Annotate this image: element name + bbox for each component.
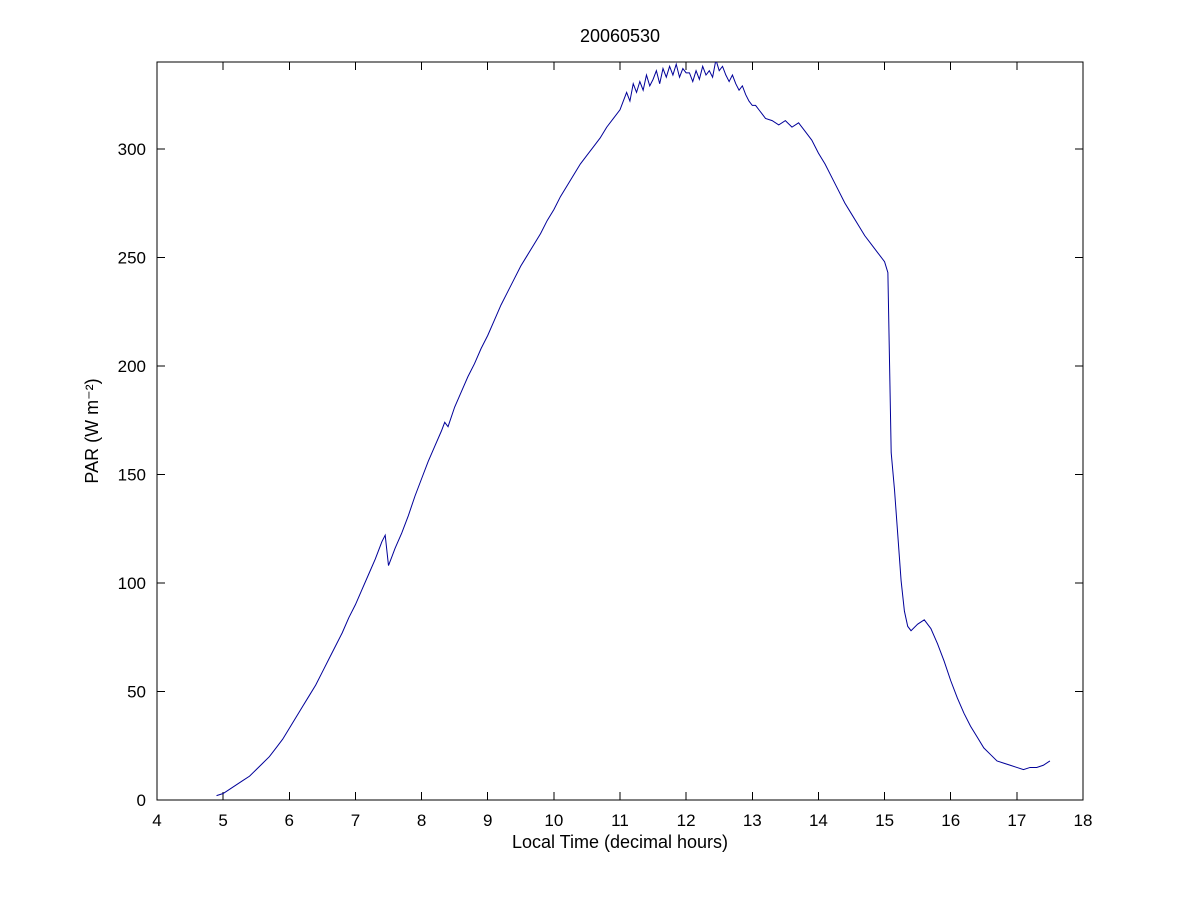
- y-axis-label: PAR (W m⁻²): [82, 378, 102, 484]
- x-tick-label: 17: [1007, 811, 1026, 830]
- x-tick-label: 5: [218, 811, 227, 830]
- x-tick-label: 8: [417, 811, 426, 830]
- y-tick-label: 0: [137, 791, 146, 810]
- x-tick-label: 14: [809, 811, 828, 830]
- x-tick-label: 9: [483, 811, 492, 830]
- axis-ticks: [156, 62, 1084, 801]
- y-tick-label: 300: [118, 140, 146, 159]
- y-tick-label: 150: [118, 465, 146, 484]
- y-tick-label: 100: [118, 574, 146, 593]
- x-tick-label: 7: [351, 811, 360, 830]
- y-tick-label: 200: [118, 357, 146, 376]
- y-tick-label: 250: [118, 248, 146, 267]
- x-tick-label: 10: [544, 811, 563, 830]
- x-tick-label: 6: [285, 811, 294, 830]
- par-data-line: [216, 62, 1051, 797]
- x-tick-label: 11: [611, 811, 629, 830]
- x-tick-label: 12: [677, 811, 696, 830]
- x-axis-label: Local Time (decimal hours): [511, 832, 729, 852]
- x-tick-label: 4: [152, 811, 161, 830]
- chart-title: 20060530: [579, 26, 661, 46]
- x-tick-label: 18: [1074, 811, 1093, 830]
- x-tick-label: 15: [875, 811, 894, 830]
- y-tick-label: 50: [127, 682, 146, 701]
- tick-labels: 4 5 6 7 8 9 10 11 12 13 14 15 16 17 18 0 50 100 150 200 250 3…: [118, 140, 1093, 830]
- x-tick-label: 16: [941, 811, 960, 830]
- plot-box: [156, 61, 1084, 801]
- x-tick-label: 13: [743, 811, 762, 830]
